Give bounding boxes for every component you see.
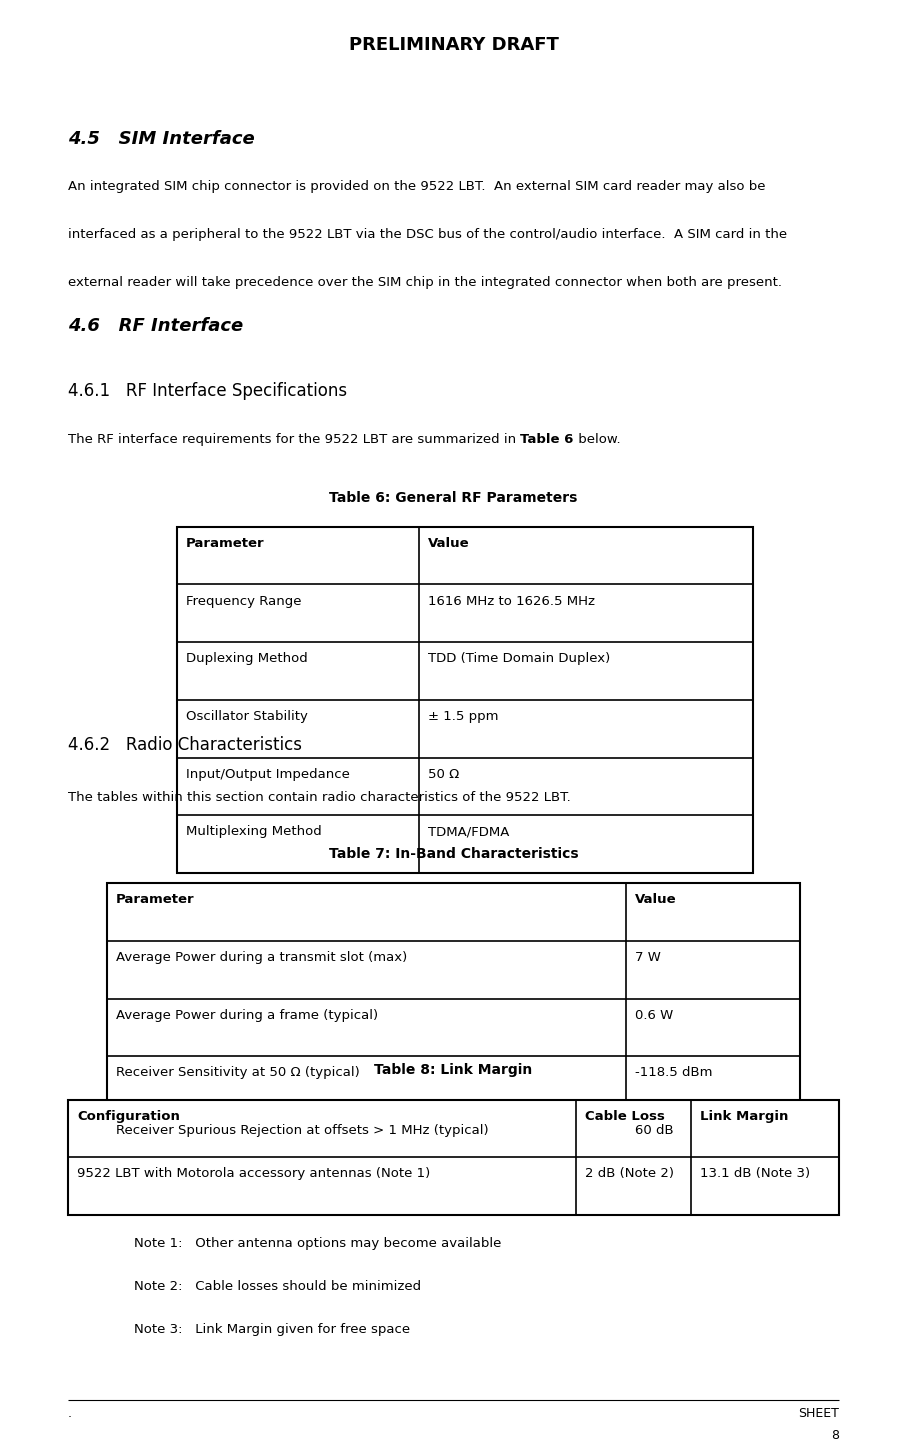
Text: TDMA/FDMA: TDMA/FDMA bbox=[428, 825, 509, 838]
Text: Note 1:   Other antenna options may become available: Note 1: Other antenna options may become… bbox=[134, 1237, 502, 1250]
Text: The RF interface requirements for the 9522 LBT are summarized in: The RF interface requirements for the 95… bbox=[68, 433, 521, 446]
Text: SHEET: SHEET bbox=[798, 1407, 839, 1420]
Text: 0.6 W: 0.6 W bbox=[635, 1009, 673, 1022]
Text: Value: Value bbox=[428, 537, 470, 550]
Text: 9522 LBT with Motorola accessory antennas (Note 1): 9522 LBT with Motorola accessory antenna… bbox=[77, 1167, 430, 1180]
Text: Table 6: General RF Parameters: Table 6: General RF Parameters bbox=[329, 491, 578, 505]
Text: The tables within this section contain radio characteristics of the 9522 LBT.: The tables within this section contain r… bbox=[68, 791, 571, 804]
Text: Multiplexing Method: Multiplexing Method bbox=[186, 825, 322, 838]
Text: PRELIMINARY DRAFT: PRELIMINARY DRAFT bbox=[348, 36, 559, 53]
Text: 4.6.2   Radio Characteristics: 4.6.2 Radio Characteristics bbox=[68, 736, 302, 753]
Text: Value: Value bbox=[635, 893, 677, 906]
Text: Cable Loss: Cable Loss bbox=[585, 1110, 665, 1123]
Text: ± 1.5 ppm: ± 1.5 ppm bbox=[428, 710, 498, 723]
Text: 60 dB: 60 dB bbox=[635, 1124, 674, 1137]
Text: 13.1 dB (Note 3): 13.1 dB (Note 3) bbox=[700, 1167, 810, 1180]
Text: Parameter: Parameter bbox=[116, 893, 195, 906]
Text: Table 8: Link Margin: Table 8: Link Margin bbox=[375, 1063, 532, 1078]
Text: 4.6.1   RF Interface Specifications: 4.6.1 RF Interface Specifications bbox=[68, 382, 347, 400]
Text: Frequency Range: Frequency Range bbox=[186, 595, 301, 608]
Text: interfaced as a peripheral to the 9522 LBT via the DSC bus of the control/audio : interfaced as a peripheral to the 9522 L… bbox=[68, 228, 787, 241]
Text: 1616 MHz to 1626.5 MHz: 1616 MHz to 1626.5 MHz bbox=[428, 595, 595, 608]
Text: Receiver Spurious Rejection at offsets > 1 MHz (typical): Receiver Spurious Rejection at offsets >… bbox=[116, 1124, 489, 1137]
Text: Table 6: Table 6 bbox=[521, 433, 574, 446]
Text: 4.6   RF Interface: 4.6 RF Interface bbox=[68, 317, 243, 335]
Text: Duplexing Method: Duplexing Method bbox=[186, 652, 307, 665]
Text: .: . bbox=[68, 1407, 72, 1420]
Bar bbox=[177, 527, 753, 873]
Text: Average Power during a transmit slot (max): Average Power during a transmit slot (ma… bbox=[116, 951, 407, 964]
Text: -118.5 dBm: -118.5 dBm bbox=[635, 1066, 712, 1079]
Text: external reader will take precedence over the SIM chip in the integrated connect: external reader will take precedence ove… bbox=[68, 276, 782, 289]
Bar bbox=[107, 883, 800, 1172]
Text: Input/Output Impedance: Input/Output Impedance bbox=[186, 768, 350, 781]
Bar bbox=[68, 1100, 839, 1215]
Text: 50 Ω: 50 Ω bbox=[428, 768, 459, 781]
Text: Table 7: In-Band Characteristics: Table 7: In-Band Characteristics bbox=[328, 847, 579, 861]
Text: Receiver Sensitivity at 50 Ω (typical): Receiver Sensitivity at 50 Ω (typical) bbox=[116, 1066, 360, 1079]
Text: Average Power during a frame (typical): Average Power during a frame (typical) bbox=[116, 1009, 378, 1022]
Text: 4.5   SIM Interface: 4.5 SIM Interface bbox=[68, 130, 255, 147]
Text: below.: below. bbox=[574, 433, 620, 446]
Text: Link Margin: Link Margin bbox=[700, 1110, 788, 1123]
Text: 7 W: 7 W bbox=[635, 951, 661, 964]
Text: Configuration: Configuration bbox=[77, 1110, 180, 1123]
Text: Note 2:   Cable losses should be minimized: Note 2: Cable losses should be minimized bbox=[134, 1280, 422, 1293]
Text: 2 dB (Note 2): 2 dB (Note 2) bbox=[585, 1167, 674, 1180]
Text: Note 3:   Link Margin given for free space: Note 3: Link Margin given for free space bbox=[134, 1323, 410, 1336]
Text: An integrated SIM chip connector is provided on the 9522 LBT.  An external SIM c: An integrated SIM chip connector is prov… bbox=[68, 180, 766, 193]
Text: Oscillator Stability: Oscillator Stability bbox=[186, 710, 307, 723]
Text: TDD (Time Domain Duplex): TDD (Time Domain Duplex) bbox=[428, 652, 610, 665]
Text: 8: 8 bbox=[831, 1429, 839, 1442]
Text: Parameter: Parameter bbox=[186, 537, 265, 550]
